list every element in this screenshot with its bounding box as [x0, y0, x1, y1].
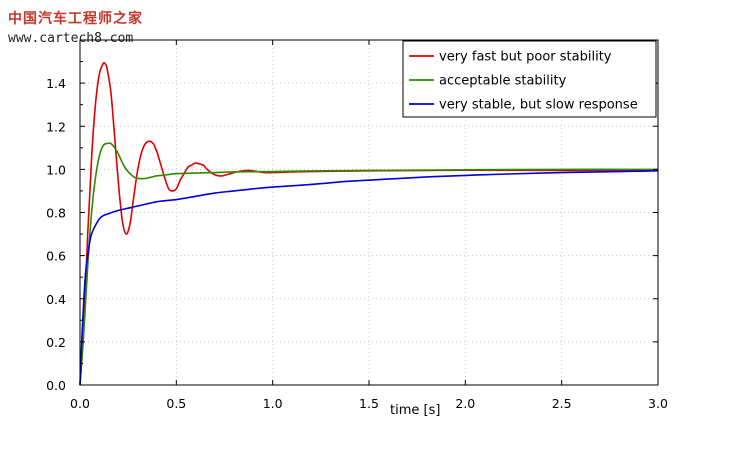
y-tick-label: 0.8: [46, 206, 66, 221]
y-tick-label: 1.4: [46, 76, 66, 91]
y-tick-label: 0.2: [46, 335, 66, 350]
y-tick-label: 0.4: [46, 292, 66, 307]
series-line-2: [79, 142, 659, 386]
x-tick-label: 0.0: [70, 396, 90, 411]
series-line-1: [79, 61, 659, 386]
y-tick-label: 0.0: [46, 378, 66, 393]
y-tick-label: 1.2: [46, 119, 66, 134]
legend: very fast but poor stability acceptable s…: [402, 40, 657, 118]
x-tick-label: 1.0: [263, 396, 283, 411]
x-axis-label: time [s]: [390, 403, 440, 418]
watermark-site-url: www.cartech8.com: [8, 31, 134, 46]
x-tick-label: 2.5: [552, 396, 572, 411]
y-tick-label: 1.0: [46, 162, 66, 177]
grid: [80, 40, 658, 385]
series-line-3: [79, 170, 659, 386]
x-tick-label: 3.0: [648, 396, 668, 411]
legend-label-3: very stable, but slow response: [439, 98, 638, 113]
y-tick-label: 0.6: [46, 249, 66, 264]
axis-ticks: 0.0 0.5 1.0 1.5 2.0 2.5 3.0 0.0 0.2 0.4 0.6 0.8 1.0 1…: [46, 40, 668, 411]
watermark-site-name: 中国汽车工程师之家: [8, 11, 143, 27]
x-tick-label: 2.0: [455, 396, 475, 411]
legend-label-1: very fast but poor stability: [439, 50, 612, 65]
legend-box: [402, 40, 657, 118]
x-tick-label: 1.5: [359, 396, 379, 411]
x-tick-label: 0.5: [166, 396, 186, 411]
series-lines: [79, 61, 659, 386]
legend-label-2: acceptable stability: [439, 74, 567, 89]
